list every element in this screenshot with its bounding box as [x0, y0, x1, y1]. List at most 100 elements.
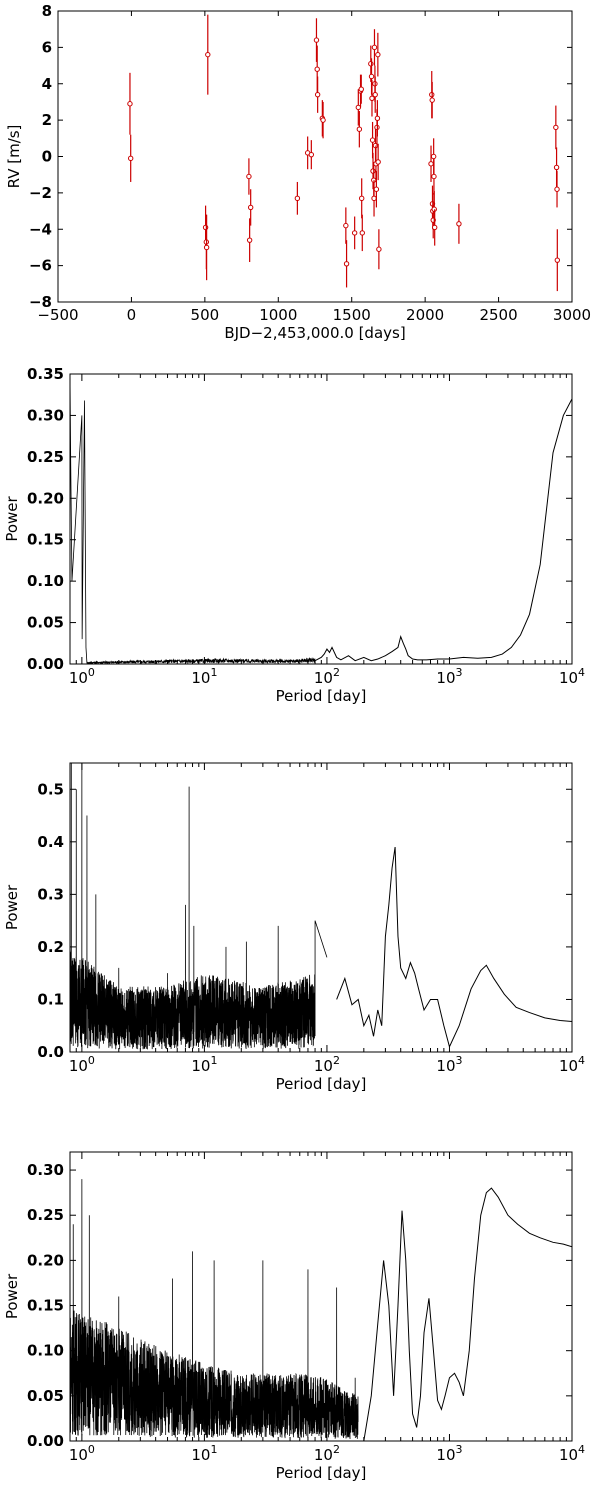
rv-data-point [313, 37, 320, 43]
period-x-tick-label: 101 [191, 1054, 217, 1075]
period-x-tick-label: 103 [436, 666, 462, 687]
power-y-axis-label: Power [3, 1273, 21, 1319]
rv-x-tick-label: 1000 [259, 306, 297, 324]
period-tick-base: 10 [559, 1057, 578, 1075]
power-y-tick-label: 0.20 [27, 489, 64, 507]
power-y-tick-label: 0.20 [27, 1251, 64, 1269]
power-y-tick-label: 0.30 [27, 1161, 64, 1179]
period-x-tick-label: 103 [436, 1054, 462, 1075]
rv-data-point [246, 173, 252, 180]
rv-data-point [429, 97, 435, 103]
periodogram-plot-area [70, 374, 572, 664]
period-tick-base: 10 [559, 1446, 578, 1464]
rv-data-point [554, 186, 560, 192]
periodogram-series-line [336, 846, 572, 1049]
period-x-tick-label: 102 [314, 1054, 340, 1075]
period-tick-exponent: 4 [578, 666, 585, 679]
period-tick-exponent: 1 [210, 666, 217, 679]
power-y-tick-label: 0.4 [37, 833, 64, 851]
rv-x-tick-label: 2000 [406, 306, 444, 324]
period-x-tick-label: 102 [314, 666, 340, 687]
period-tick-exponent: 1 [210, 1443, 217, 1456]
rv-y-axis-label: RV [m/s] [5, 125, 23, 189]
period-tick-exponent: 3 [456, 666, 463, 679]
rv-data-point [553, 164, 560, 171]
rv-data-point [359, 195, 365, 202]
rv-plot-frame [57, 10, 573, 303]
period-x-axis-label: Period [day] [276, 1075, 367, 1093]
rv-y-tick-label: −4 [29, 220, 52, 238]
rv-data-point [343, 261, 350, 267]
rv-data-point [369, 137, 376, 143]
period-x-tick-label: 103 [436, 1443, 462, 1464]
rv-data-point [351, 230, 358, 236]
periodogram-frame [69, 373, 573, 665]
power-y-axis-label: Power [3, 884, 21, 930]
rv-data-point [314, 66, 320, 72]
rv-data-point [431, 224, 438, 231]
power-y-tick-label: 0.00 [27, 1432, 64, 1450]
rv-data-point [314, 91, 321, 98]
period-tick-exponent: 2 [333, 1054, 340, 1067]
period-x-tick-label: 101 [191, 1443, 217, 1464]
period-x-tick-label: 104 [559, 1443, 585, 1464]
power-y-tick-label: 0.05 [27, 614, 64, 632]
power-y-tick-label: 0.25 [27, 448, 64, 466]
period-tick-base: 10 [436, 669, 455, 687]
rv-data-point [247, 204, 254, 211]
period-tick-exponent: 1 [210, 1054, 217, 1067]
rv-x-tick-label: 1500 [333, 306, 371, 324]
period-x-tick-label: 101 [191, 666, 217, 687]
rv-x-tick-label: 3000 [553, 306, 591, 324]
power-y-tick-label: 0.35 [27, 365, 64, 383]
rv-data-point [368, 73, 375, 80]
power-y-tick-label: 0.05 [27, 1387, 64, 1405]
rv-y-tick-label: −8 [29, 293, 52, 311]
period-x-tick-label: 100 [69, 1443, 95, 1464]
rv-data-point [371, 44, 378, 51]
rv-y-tick-label: 4 [42, 75, 52, 93]
period-tick-exponent: 0 [88, 1054, 95, 1067]
rv-data-point [294, 195, 301, 202]
periodogram-noise-line [70, 374, 316, 664]
rv-data-point [127, 155, 134, 162]
period-tick-base: 10 [314, 1057, 333, 1075]
power-y-tick-label: 0.2 [37, 938, 64, 956]
period-tick-base: 10 [69, 1057, 88, 1075]
power-y-tick-label: 0.3 [37, 885, 64, 903]
period-tick-exponent: 2 [333, 1443, 340, 1456]
period-x-tick-label: 100 [69, 1054, 95, 1075]
rv-data-point [554, 257, 561, 263]
power-y-tick-label: 0.00 [27, 655, 64, 673]
rv-data-point [355, 104, 362, 111]
rv-data-point [375, 159, 381, 165]
period-x-tick-label: 104 [559, 666, 585, 687]
rv-x-tick-label: 2500 [479, 306, 517, 324]
period-tick-base: 10 [559, 669, 578, 687]
rv-data-point [205, 51, 211, 58]
periodogram-noise-line [70, 763, 328, 1050]
periodogram-plot-area [70, 763, 572, 1050]
rv-data-point [343, 222, 349, 229]
period-tick-base: 10 [314, 669, 333, 687]
periodogram-series-line [363, 1187, 572, 1441]
period-x-tick-label: 100 [69, 666, 95, 687]
rv-data-point [368, 61, 374, 67]
period-x-axis-label: Period [day] [276, 1464, 367, 1482]
rv-data-point [553, 124, 559, 131]
period-tick-base: 10 [69, 669, 88, 687]
rv-x-tick-label: −500 [37, 306, 78, 324]
rv-y-tick-label: −2 [29, 184, 52, 202]
rv-data-point [372, 91, 378, 98]
period-tick-exponent: 3 [456, 1443, 463, 1456]
periodogram-plot-area [70, 1179, 572, 1441]
period-tick-base: 10 [436, 1057, 455, 1075]
power-y-tick-label: 0.30 [27, 406, 64, 424]
rv-data-point [456, 221, 462, 227]
period-tick-base: 10 [314, 1446, 333, 1464]
period-x-tick-label: 102 [314, 1443, 340, 1464]
rv-data-point [369, 95, 375, 102]
